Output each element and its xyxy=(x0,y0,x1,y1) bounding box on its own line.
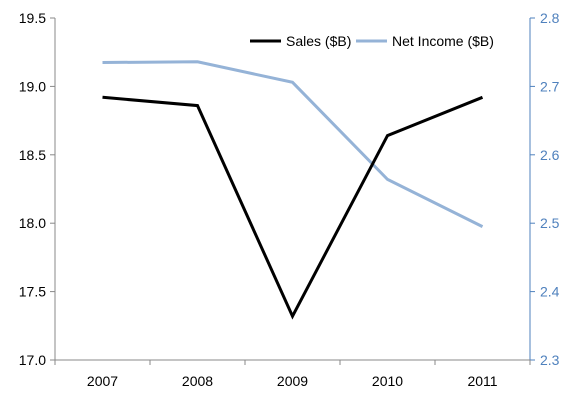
plot-area xyxy=(102,60,484,320)
left-axis-tick-label: 17.5 xyxy=(19,284,46,300)
legend-item-sales: Sales ($B) xyxy=(250,33,351,49)
legend-label-net-income: Net Income ($B) xyxy=(392,33,494,49)
legend-item-net-income: Net Income ($B) xyxy=(356,33,494,49)
axes: 17.0 17.5 18.0 18.5 19.0 19.5 2.3 2.4 2.5 2.6 2.7 2… xyxy=(19,10,560,389)
left-axis-tick-label: 19.5 xyxy=(19,10,46,26)
right-axis-tick-label: 2.6 xyxy=(540,147,560,163)
x-axis-tick-label: 2010 xyxy=(372,373,403,389)
right-axis-tick-label: 2.4 xyxy=(540,284,560,300)
legend: Sales ($B) Net Income ($B) xyxy=(250,33,494,49)
right-axis-tick-label: 2.7 xyxy=(540,78,560,94)
left-axis-tick-label: 17.0 xyxy=(19,352,46,368)
legend-label-sales: Sales ($B) xyxy=(286,33,351,49)
net-income-series-line xyxy=(102,60,484,228)
right-axis-tick-label: 2.3 xyxy=(540,352,560,368)
x-axis-tick-label: 2007 xyxy=(87,373,118,389)
left-axis-tick-label: 18.5 xyxy=(19,147,46,163)
x-axis-tick-label: 2009 xyxy=(277,373,308,389)
x-axis-tick-label: 2008 xyxy=(182,373,213,389)
right-axis-tick-label: 2.5 xyxy=(540,215,560,231)
sales-series-line xyxy=(102,95,484,320)
left-axis-tick-label: 19.0 xyxy=(19,78,46,94)
right-axis-tick-label: 2.8 xyxy=(540,10,560,26)
x-axis-tick-label: 2011 xyxy=(467,373,497,389)
left-axis-tick-label: 18.0 xyxy=(19,215,46,231)
